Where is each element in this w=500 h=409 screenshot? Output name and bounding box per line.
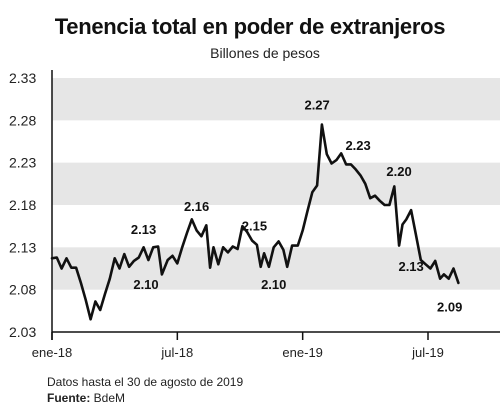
y-tick-label: 2.28 <box>9 112 36 128</box>
source-value: BdeM <box>90 391 126 405</box>
data-label: 2.15 <box>242 218 267 233</box>
data-label: 2.10 <box>133 277 158 292</box>
x-tick-label: jul-18 <box>160 345 193 360</box>
data-label: 2.13 <box>131 222 156 237</box>
grid-bands <box>52 78 500 290</box>
data-label: 2.09 <box>437 300 462 315</box>
x-tick-label: ene-18 <box>32 345 72 360</box>
footer-source: Fuente: BdeM <box>47 391 125 405</box>
data-label: 2.10 <box>261 277 286 292</box>
y-tick-label: 2.13 <box>9 239 36 255</box>
data-label: 2.16 <box>184 199 209 214</box>
series-layer <box>50 123 460 321</box>
data-label: 2.23 <box>345 138 370 153</box>
line-chart: 2.33 2.28 2.23 2.18 2.13 2.08 2.03 ene-18 jul-1… <box>9 70 500 360</box>
y-axis-labels: 2.33 2.28 2.23 2.18 2.13 2.08 2.03 <box>9 70 36 340</box>
x-axis: ene-18 jul-18 ene-19 jul-19 <box>32 70 500 360</box>
data-label: 2.13 <box>398 259 423 274</box>
y-tick-label: 2.18 <box>9 197 36 213</box>
data-label: 2.20 <box>386 164 411 179</box>
annotation-layer: 2.13 2.10 2.16 2.15 2.10 2.27 2.23 2.20 2.13 2.09 <box>131 97 462 314</box>
y-tick-label: 2.08 <box>9 282 36 298</box>
grid-band <box>52 78 500 121</box>
grid-band <box>52 247 500 290</box>
y-tick-label: 2.33 <box>9 70 36 86</box>
x-tick-label: ene-19 <box>282 345 322 360</box>
grid-band <box>52 162 500 205</box>
chart-title: Tenencia total en poder de extranjeros <box>54 14 446 39</box>
data-label: 2.27 <box>304 97 329 112</box>
x-tick-label: jul-19 <box>411 345 444 360</box>
chart-subtitle: Billones de pesos <box>210 45 320 61</box>
y-tick-label: 2.03 <box>9 324 36 340</box>
footer-note: Datos hasta el 30 de agosto de 2019 <box>47 375 244 389</box>
y-tick-label: 2.23 <box>9 155 36 171</box>
series-line-0 <box>50 123 460 321</box>
source-label: Fuente: <box>47 391 91 405</box>
